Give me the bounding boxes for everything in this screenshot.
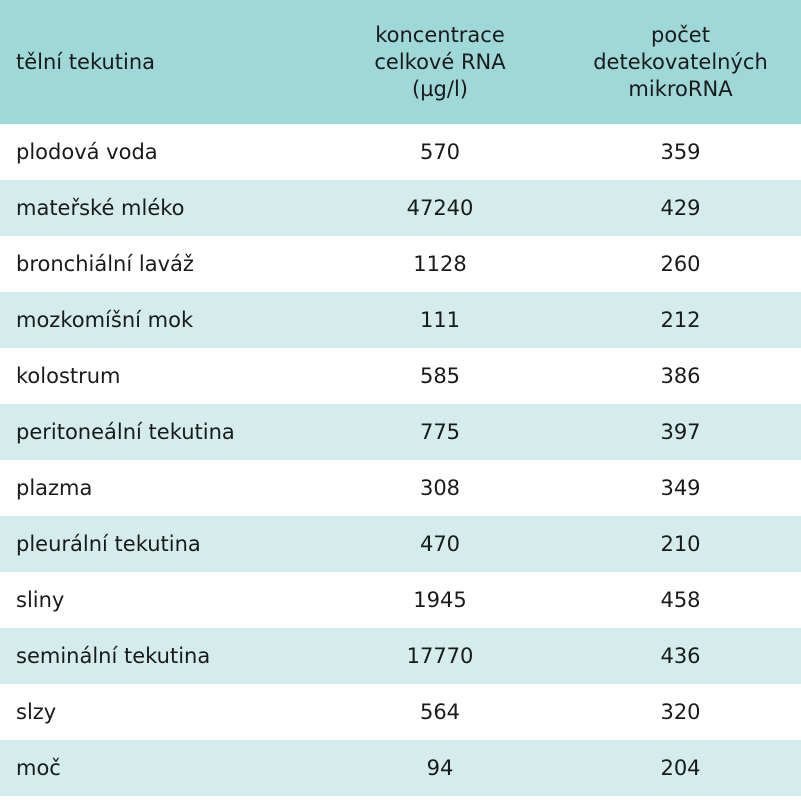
table-row: slzy 564 320 — [0, 684, 801, 740]
table-row: sliny 1945 458 — [0, 572, 801, 628]
header-rna-concentration: koncentrace celkové RNA (µg/l) — [320, 0, 560, 124]
cell-fluid: mozkomíšní mok — [16, 308, 194, 332]
cell-fluid: slzy — [16, 700, 57, 724]
header-mirna-line-3: mikroRNA — [628, 76, 733, 101]
cell-fluid: peritoneální tekutina — [16, 420, 235, 444]
cell-rna-concentration: 570 — [419, 140, 461, 164]
cell-mirna-count: 320 — [660, 700, 701, 724]
cell-mirna-count: 212 — [660, 308, 701, 332]
cell-rna-concentration: 470 — [419, 532, 461, 556]
cell-mirna-count: 260 — [660, 252, 701, 276]
cell-fluid: seminální tekutina — [16, 644, 211, 668]
cell-rna-concentration: 1128 — [413, 252, 467, 276]
header-row: tělní tekutina koncentrace celkové RNA (… — [0, 0, 801, 124]
table-row: peritoneální tekutina 775 397 — [0, 404, 801, 460]
cell-fluid: bronchiální laváž — [16, 252, 194, 276]
cell-fluid: pleurální tekutina — [16, 532, 201, 556]
table-row: mozkomíšní mok 111 212 — [0, 292, 801, 348]
table-row: kolostrum 585 386 — [0, 348, 801, 404]
cell-mirna-count: 349 — [660, 476, 701, 500]
header-mirna-count: počet detekovatelných mikroRNA — [560, 0, 801, 124]
header-mirna-line-2: detekovatelných — [593, 49, 768, 74]
cell-rna-concentration: 17770 — [406, 644, 474, 668]
table-row: seminální tekutina 17770 436 — [0, 628, 801, 684]
table-row: mateřské mléko 47240 429 — [0, 180, 801, 236]
cell-fluid: sliny — [16, 588, 65, 612]
header-rna-line-2: celkové RNA — [374, 49, 506, 74]
table-body: plodová voda 570 359 mateřské mléko 47240 429… — [0, 124, 801, 796]
cell-mirna-count: 204 — [660, 756, 701, 780]
cell-rna-concentration: 775 — [419, 420, 461, 444]
cell-rna-concentration: 585 — [419, 364, 461, 388]
header-mirna-line-1: počet — [651, 22, 710, 47]
cell-rna-concentration: 308 — [419, 476, 461, 500]
table-row: moč 94 204 — [0, 740, 801, 796]
table-row: pleurální tekutina 470 210 — [0, 516, 801, 572]
cell-mirna-count: 429 — [660, 196, 701, 220]
header-rna-line-1: koncentrace — [375, 22, 505, 47]
cell-mirna-count: 436 — [660, 644, 701, 668]
cell-rna-concentration: 1945 — [413, 588, 467, 612]
cell-fluid: moč — [16, 756, 61, 780]
cell-mirna-count: 359 — [660, 140, 701, 164]
header-fluid: tělní tekutina — [16, 49, 156, 74]
cell-fluid: mateřské mléko — [16, 196, 185, 220]
cell-fluid: kolostrum — [16, 364, 121, 388]
table-row: plodová voda 570 359 — [0, 124, 801, 180]
cell-rna-concentration: 564 — [419, 700, 461, 724]
cell-mirna-count: 397 — [660, 420, 701, 444]
cell-mirna-count: 386 — [660, 364, 701, 388]
cell-rna-concentration: 111 — [419, 308, 461, 332]
cell-mirna-count: 210 — [660, 532, 701, 556]
cell-rna-concentration: 94 — [426, 756, 454, 780]
header-rna-line-3: (µg/l) — [412, 76, 468, 101]
cell-fluid: plodová voda — [16, 140, 158, 164]
table-row: bronchiální laváž 1128 260 — [0, 236, 801, 292]
table-header: tělní tekutina koncentrace celkové RNA (… — [0, 0, 801, 124]
cell-rna-concentration: 47240 — [406, 196, 474, 220]
cell-fluid: plazma — [16, 476, 93, 500]
cell-mirna-count: 458 — [660, 588, 701, 612]
table-row: plazma 308 349 — [0, 460, 801, 516]
